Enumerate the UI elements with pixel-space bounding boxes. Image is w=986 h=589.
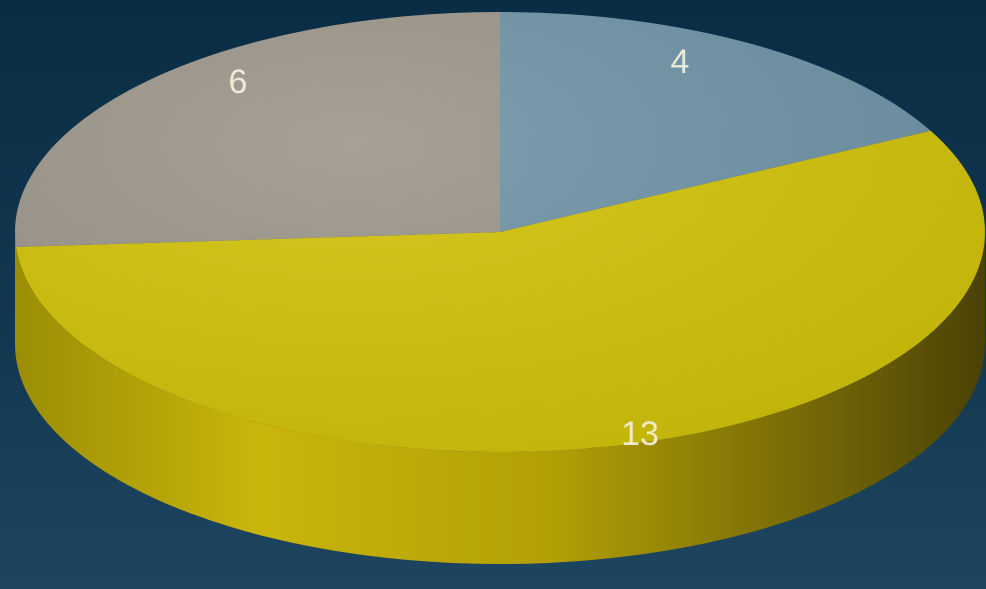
pie-top-face	[14, 12, 985, 452]
pie-slice-label: 6	[229, 63, 248, 101]
pie-labels: 4 13 6	[229, 43, 690, 453]
pie-slice-label: 13	[621, 415, 659, 453]
pie-side-wall-shape	[15, 232, 985, 564]
pie-slice-label: 4	[671, 43, 690, 81]
pie-top-sheen	[15, 12, 985, 452]
pie-side-wall	[15, 232, 985, 564]
